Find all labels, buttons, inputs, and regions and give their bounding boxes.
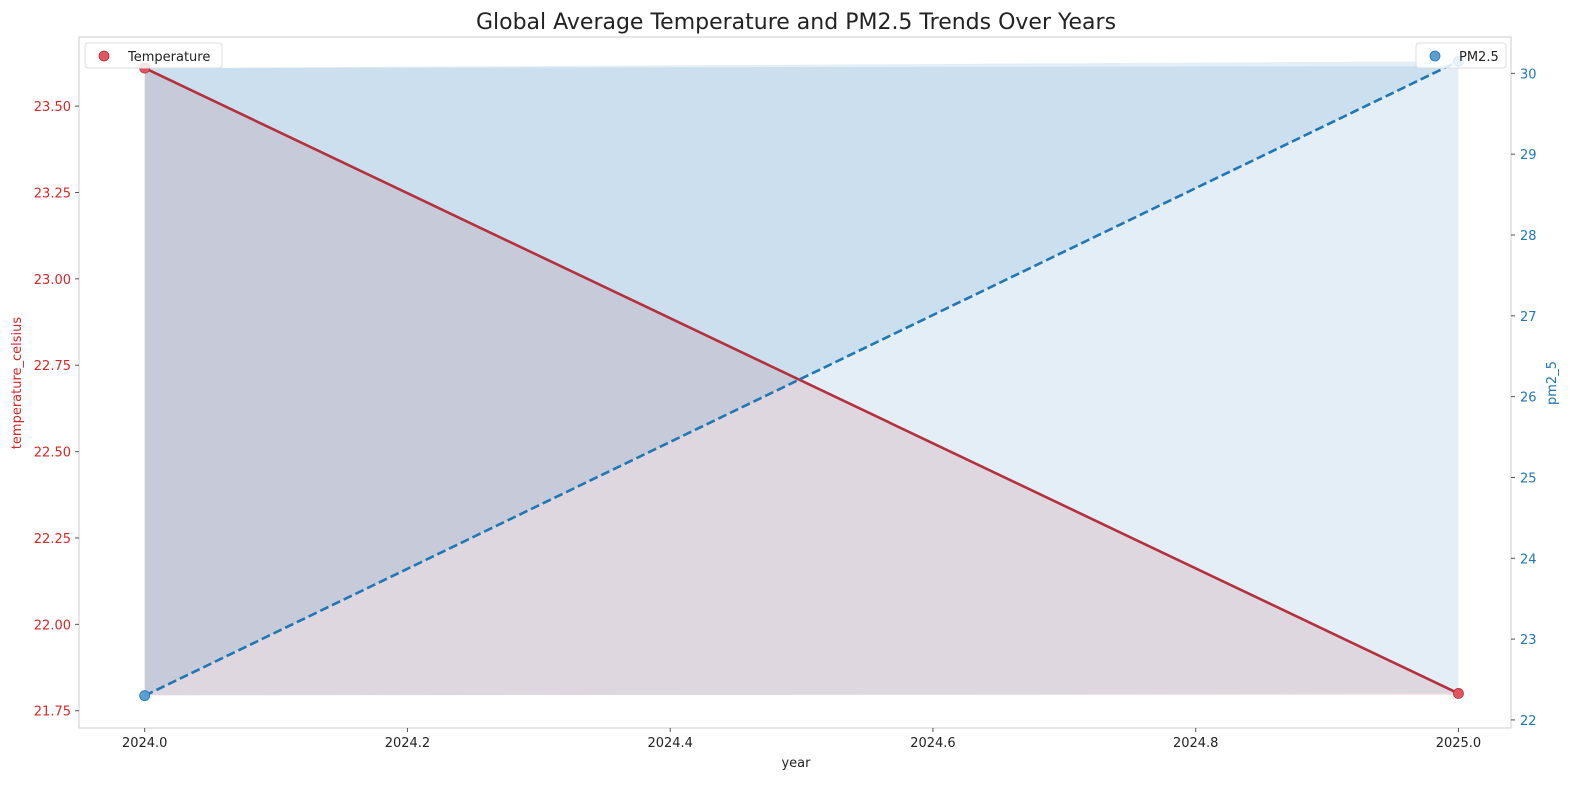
y-left-tick-label: 23.50 [34, 100, 71, 115]
y-left-tick-label: 22.00 [34, 618, 71, 633]
x-tick-label: 2025.0 [1436, 736, 1482, 751]
y-right-tick-label: 26 [1520, 391, 1537, 406]
x-tick-label: 2024.6 [910, 736, 956, 751]
legend-pm25-box [1415, 42, 1507, 69]
temperature-line [144, 66, 1460, 695]
x-tick-label: 2024.2 [385, 736, 431, 751]
temperature-point [1453, 688, 1464, 699]
y-left-tick-label: 22.25 [34, 532, 71, 547]
pm25-line [144, 60, 1460, 697]
y-right-tick-label: 29 [1520, 148, 1537, 163]
x-tick-label: 2024.8 [1173, 736, 1219, 751]
legend-pm25-label: PM2.5 [1459, 50, 1499, 65]
y-left-tick-label: 23.00 [34, 273, 71, 288]
legend-temperature-label: Temperature [127, 50, 210, 65]
y-right-tick-label: 27 [1520, 310, 1537, 325]
y-right-tick-label: 28 [1520, 229, 1537, 244]
y-left-tick-label: 23.25 [34, 186, 71, 201]
legend-temperature-box [84, 42, 223, 69]
x-axis-label: year [781, 756, 811, 771]
y-right-tick-label: 24 [1520, 552, 1537, 567]
y-left-tick-label: 21.75 [34, 705, 71, 720]
pm25-point [139, 690, 151, 702]
y-right-tick-label: 22 [1520, 714, 1537, 729]
legend-pm25-marker [1429, 50, 1441, 62]
y-left-tick-label: 22.75 [34, 359, 71, 374]
x-tick-label: 2024.4 [647, 736, 693, 751]
y-right-tick-label: 23 [1520, 633, 1537, 648]
y-right-tick-label: 30 [1520, 67, 1537, 82]
y-left-tick-label: 22.50 [34, 446, 71, 461]
legend-temperature-marker [98, 50, 110, 62]
plot-frame [78, 36, 1512, 729]
chart-title: Global Average Temperature and PM2.5 Tre… [476, 10, 1116, 35]
y-axis-left-label: temperature_celsius [10, 317, 25, 450]
x-tick-label: 2024.0 [122, 736, 168, 751]
y-axis-right-label: pm2_5 [1545, 361, 1560, 405]
y-right-tick-label: 25 [1520, 471, 1537, 486]
